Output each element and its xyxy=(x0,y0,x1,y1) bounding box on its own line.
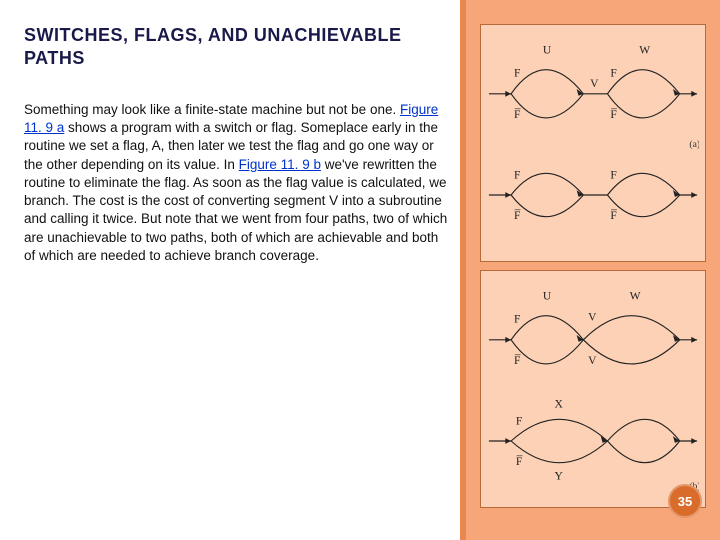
page-number: 35 xyxy=(678,494,692,509)
node-u-a: U xyxy=(543,43,552,56)
edge-f-top2-a: F xyxy=(610,66,616,79)
edge-fbar-bot-a: F̅ xyxy=(514,108,521,121)
node-w-b: W xyxy=(630,289,641,302)
edge-p-top2-a: F xyxy=(610,169,616,182)
figure-a: U F F̅ V W F F̅ xyxy=(480,24,706,262)
edge-pbar-bot-a: F̅ xyxy=(514,209,521,222)
edge-f-top-b: F xyxy=(514,312,520,325)
edge-x-b: X xyxy=(554,397,563,410)
edge-fbar-bot-b: F̅ xyxy=(514,354,521,367)
body-text-1: Something may look like a finite-state m… xyxy=(24,102,400,117)
edge-p-top-a: F xyxy=(514,169,520,182)
figure-b: U F F̅ V V W X Y F xyxy=(480,270,706,508)
edge-pbar-bot2-a: F̅ xyxy=(610,209,617,222)
diagram-b-svg: U F F̅ V V W X Y F xyxy=(487,279,699,497)
slide-title: SWITCHES, FLAGS, AND UNACHIEVABLE PATHS xyxy=(24,24,448,69)
edge-f-top-a: F xyxy=(514,66,520,79)
body-paragraph: Something may look like a finite-state m… xyxy=(24,101,448,265)
edge-fbar-bot2-a: F̅ xyxy=(610,108,617,121)
edge-y-b: Y xyxy=(554,470,563,483)
edge-fbar-row2-b: F̅ xyxy=(516,455,523,468)
diagram-a-svg: U F F̅ V W F F̅ xyxy=(487,33,699,251)
node-u-b: U xyxy=(543,289,552,302)
content-column: SWITCHES, FLAGS, AND UNACHIEVABLE PATHS … xyxy=(0,0,460,540)
edge-v-bot-b: V xyxy=(588,354,597,367)
node-w-a: W xyxy=(639,43,650,56)
figure-tag-a: (a) xyxy=(689,139,699,150)
body-text-3: we've rewritten the routine to eliminate… xyxy=(24,157,447,263)
figure-link-b[interactable]: Figure 11. 9 b xyxy=(239,157,321,172)
node-v-a: V xyxy=(590,77,599,90)
sidebar: U F F̅ V W F F̅ xyxy=(460,0,720,540)
edge-v-top-b: V xyxy=(588,311,597,324)
page-number-badge: 35 xyxy=(668,484,702,518)
slide: SWITCHES, FLAGS, AND UNACHIEVABLE PATHS … xyxy=(0,0,720,540)
edge-f-row2-b: F xyxy=(516,415,522,428)
